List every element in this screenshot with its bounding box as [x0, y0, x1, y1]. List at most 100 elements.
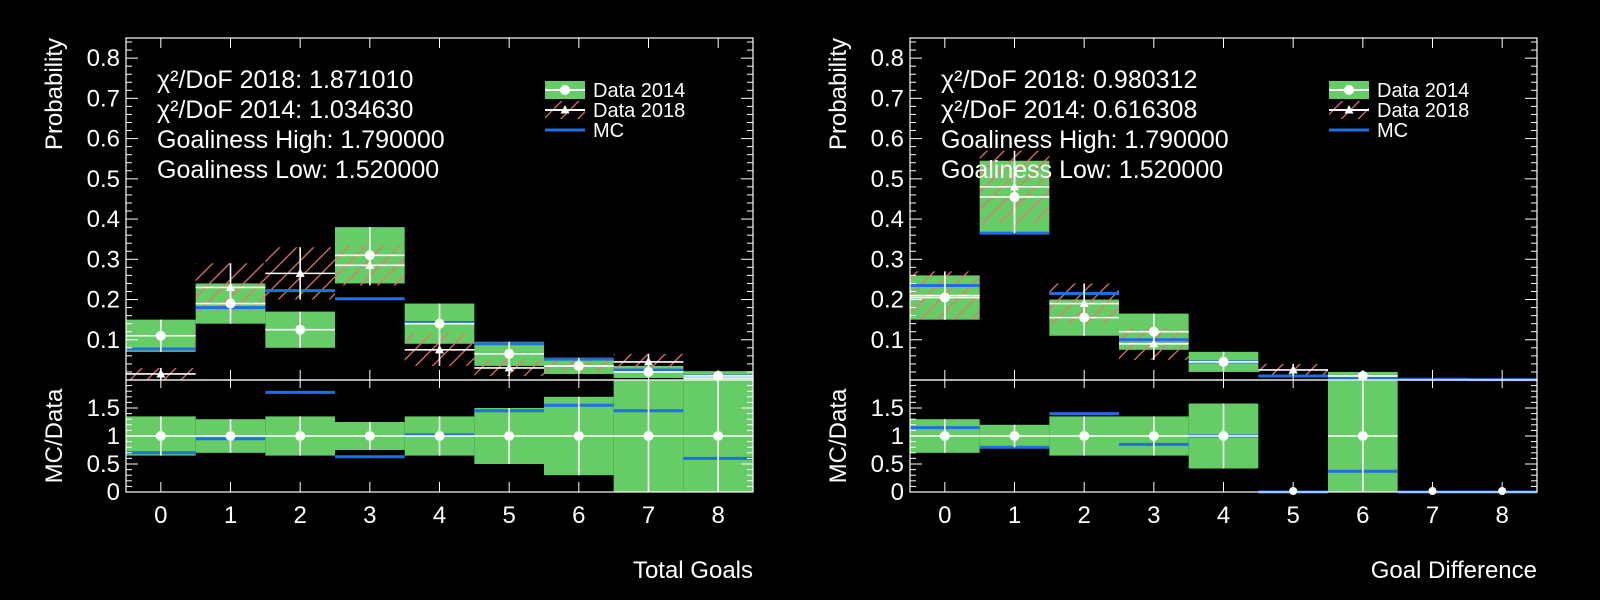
x-tick-label: 1 — [224, 502, 237, 529]
ratio-point — [1148, 431, 1159, 441]
x-tick-label: 4 — [1217, 502, 1230, 529]
ratio-point — [504, 431, 515, 441]
y-tick-label: 0.4 — [871, 206, 904, 233]
x-tick-label: 1 — [1008, 502, 1021, 529]
data-2018-point — [226, 282, 235, 291]
chi2-annotation: χ²/DoF 2014: 1.034630 — [157, 96, 413, 124]
y-tick-label: 0.3 — [871, 246, 904, 273]
legend-marker — [560, 85, 570, 95]
ratio-point — [643, 431, 654, 441]
ratio-point — [573, 431, 584, 441]
ratio-y-label: MC/Data — [41, 388, 68, 483]
legend-label-data-2014: Data 2014 — [593, 80, 685, 102]
data-2018-point — [574, 360, 584, 370]
x-tick-label: 7 — [1426, 502, 1439, 529]
data-2018-point — [295, 268, 305, 277]
y-tick-label: 0.6 — [87, 126, 120, 153]
x-tick-label: 8 — [711, 502, 724, 529]
ratio-tick-label: 1.5 — [87, 395, 120, 422]
chi2-annotation: Goaliness High: 1.790000 — [157, 126, 445, 154]
x-tick-label: 7 — [642, 502, 655, 529]
y-tick-label: 0.7 — [87, 85, 120, 112]
legend-label-mc: MC — [593, 120, 624, 142]
data-2018-point — [1288, 364, 1298, 374]
chi2-annotation: χ²/DoF 2018: 1.871010 — [157, 66, 413, 94]
goal-difference-panel: 0.1 0.2 0.3 0.4 0.5 0.6 0.7 0.8 Probability χ²/Do… — [825, 37, 1538, 584]
ratio-tick-label: 1 — [107, 423, 120, 450]
y-tick-label: 0.5 — [871, 166, 904, 193]
chi2-annotation: χ²/DoF 2014: 0.616308 — [941, 96, 1197, 124]
ratio-point — [1079, 431, 1090, 441]
legend-marker — [1344, 85, 1354, 95]
y-tick-label: 0.6 — [871, 126, 904, 153]
y-tick-label: 0.8 — [871, 45, 904, 72]
x-tick-label: 6 — [572, 502, 585, 529]
ratio-y-label: MC/Data — [825, 388, 852, 483]
legend-label-mc: MC — [1377, 120, 1408, 142]
y-tick-label: 0.2 — [87, 287, 120, 314]
data-2018-point — [504, 362, 514, 372]
ratio-point — [939, 431, 950, 441]
x-tick-label: 3 — [363, 502, 376, 529]
data-2014-point — [295, 324, 306, 335]
chi2-annotation: Goaliness Low: 1.520000 — [941, 156, 1223, 184]
ratio-tick-label: 0.5 — [871, 451, 904, 478]
legend-marker — [1344, 105, 1354, 114]
ratio-point — [295, 431, 306, 441]
chi2-annotation: Goaliness High: 1.790000 — [941, 126, 1229, 154]
chi2-annotation: χ²/DoF 2018: 0.980312 — [941, 66, 1197, 94]
ratio-point — [1428, 487, 1437, 495]
data-2018-point — [940, 290, 950, 300]
data-2018-point — [1079, 298, 1089, 308]
x-tick-label: 2 — [1077, 502, 1090, 529]
y-tick-label: 0.2 — [871, 287, 904, 314]
x-tick-label: 0 — [154, 502, 167, 529]
ratio-point — [1009, 431, 1020, 441]
x-axis-label: Total Goals — [633, 557, 753, 584]
data-2014-point — [1218, 356, 1229, 367]
data-2014-point — [504, 348, 515, 359]
y-tick-label: 0.1 — [87, 327, 120, 354]
legend-label-data-2018: Data 2018 — [1377, 100, 1469, 122]
ratio-point — [225, 431, 236, 441]
y-tick-label: 0.1 — [871, 327, 904, 354]
y-tick-label: 0.8 — [87, 45, 120, 72]
y-tick-label: 0.7 — [871, 85, 904, 112]
ratio-tick-label: 0 — [891, 479, 904, 506]
ratio-point — [1498, 487, 1507, 495]
ratio-point — [713, 431, 724, 441]
y-axis-label: Probability — [41, 38, 68, 150]
ratio-point — [155, 431, 166, 441]
ratio-point — [1289, 487, 1298, 495]
ratio-tick-label: 1.5 — [871, 395, 904, 422]
ratio-tick-label: 1 — [891, 423, 904, 450]
ratio-point — [1218, 431, 1229, 441]
x-tick-label: 8 — [1495, 502, 1508, 529]
legend-label-data-2018: Data 2018 — [593, 100, 685, 122]
total-goals-panel: 0.1 0.2 0.3 0.4 0.5 0.6 0.7 0.8 Probability χ²/Do… — [41, 37, 754, 584]
ratio-point — [434, 431, 445, 441]
data-2018-point — [365, 260, 375, 269]
data-2018-point — [644, 356, 653, 366]
ratio-point — [364, 431, 375, 441]
chi2-annotation: Goaliness Low: 1.520000 — [157, 156, 439, 184]
ratio-tick-label: 0.5 — [87, 451, 120, 478]
data-2018-point — [1010, 181, 1019, 191]
x-tick-label: 5 — [502, 502, 515, 529]
x-tick-label: 3 — [1147, 502, 1160, 529]
data-2014-point — [434, 318, 445, 329]
ratio-point — [1357, 431, 1368, 441]
data-2014-point — [155, 330, 166, 341]
y-tick-label: 0.5 — [87, 166, 120, 193]
x-tick-label: 5 — [1286, 502, 1299, 529]
legend-label-data-2014: Data 2014 — [1377, 80, 1469, 102]
x-axis-label: Goal Difference — [1371, 557, 1537, 584]
x-tick-label: 6 — [1356, 502, 1369, 529]
x-tick-label: 0 — [938, 502, 951, 529]
y-axis-label: Probability — [825, 38, 852, 150]
y-tick-label: 0.3 — [87, 246, 120, 273]
legend-marker — [560, 105, 570, 114]
y-tick-label: 0.4 — [87, 206, 120, 233]
data-2018-point — [435, 344, 444, 354]
